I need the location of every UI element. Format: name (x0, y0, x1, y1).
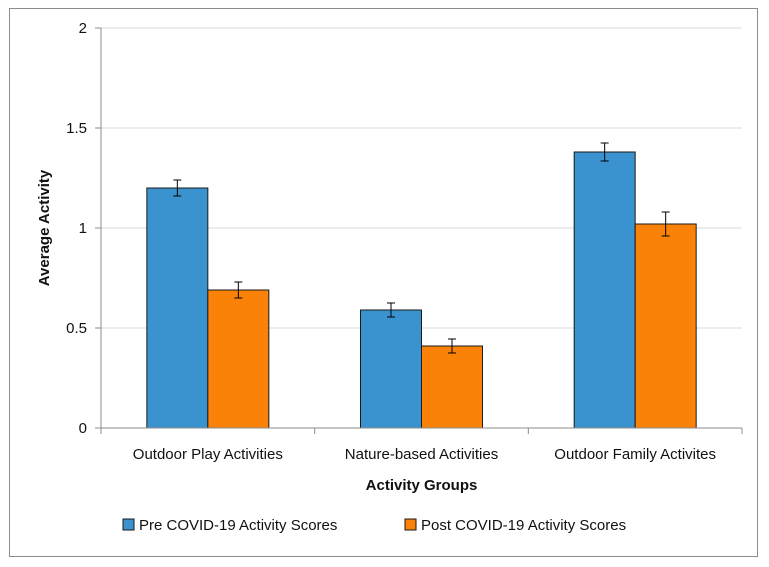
x-category-label: Outdoor Play Activities (133, 446, 283, 463)
y-tick-label: 0.5 (66, 320, 87, 337)
tick-labels: 0 0.5 1 1.5 2 Outdoor Play Activities Nature-b… (66, 20, 716, 463)
bar-pre-1 (360, 309, 422, 429)
bar-pre-0 (146, 187, 209, 429)
legend: Pre COVID-19 Activity Scores Post COVID-1… (122, 517, 626, 534)
y-axis-title: Average Activity (36, 169, 53, 286)
y-tick-label: 1.5 (66, 120, 87, 137)
legend-label-pre: Pre COVID-19 Activity Scores (139, 517, 337, 534)
bars (146, 142, 697, 429)
y-tick-label: 0 (79, 420, 87, 437)
bar-post-0 (207, 289, 270, 429)
legend-label-post: Post COVID-19 Activity Scores (421, 517, 626, 534)
legend-swatch-post (404, 518, 417, 531)
bar-post-2 (634, 223, 697, 429)
axes (95, 27, 743, 434)
legend-swatch-pre (122, 518, 135, 531)
x-category-label: Outdoor Family Activites (554, 446, 716, 463)
bar-post-1 (421, 345, 483, 429)
x-axis-title: Activity Groups (366, 477, 478, 494)
bar-pre-2 (573, 151, 636, 429)
y-tick-label: 2 (79, 20, 87, 37)
x-category-label: Nature-based Activities (345, 446, 498, 463)
y-tick-label: 1 (79, 220, 87, 237)
